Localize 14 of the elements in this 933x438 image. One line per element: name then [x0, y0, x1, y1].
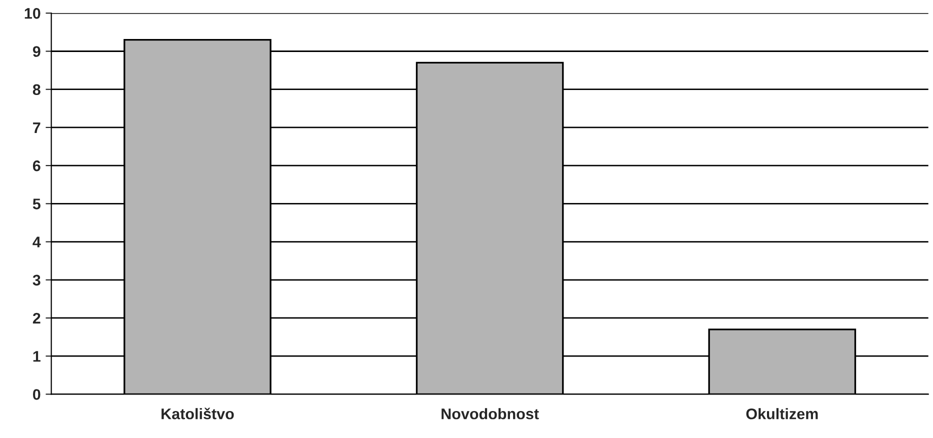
x-tick-label: Okultizem: [746, 408, 818, 420]
y-tick-label: 5: [32, 198, 40, 210]
y-tick-label: 2: [32, 312, 40, 324]
x-tick-label: Novodobnost: [442, 408, 539, 420]
y-tick-label: 1: [33, 351, 40, 362]
y-tick-label: 4: [32, 236, 41, 248]
y-tick-label: 0: [33, 389, 40, 400]
x-tick-label: Katolištvo: [162, 408, 234, 420]
y-tick-label: 8: [32, 84, 40, 96]
y-tick-label: 9: [32, 46, 40, 57]
y-tick-label: 3: [32, 274, 40, 286]
y-tick-label: 10: [24, 8, 40, 19]
y-tick-label: 6: [32, 160, 40, 172]
y-tick-label: 7: [33, 122, 40, 133]
